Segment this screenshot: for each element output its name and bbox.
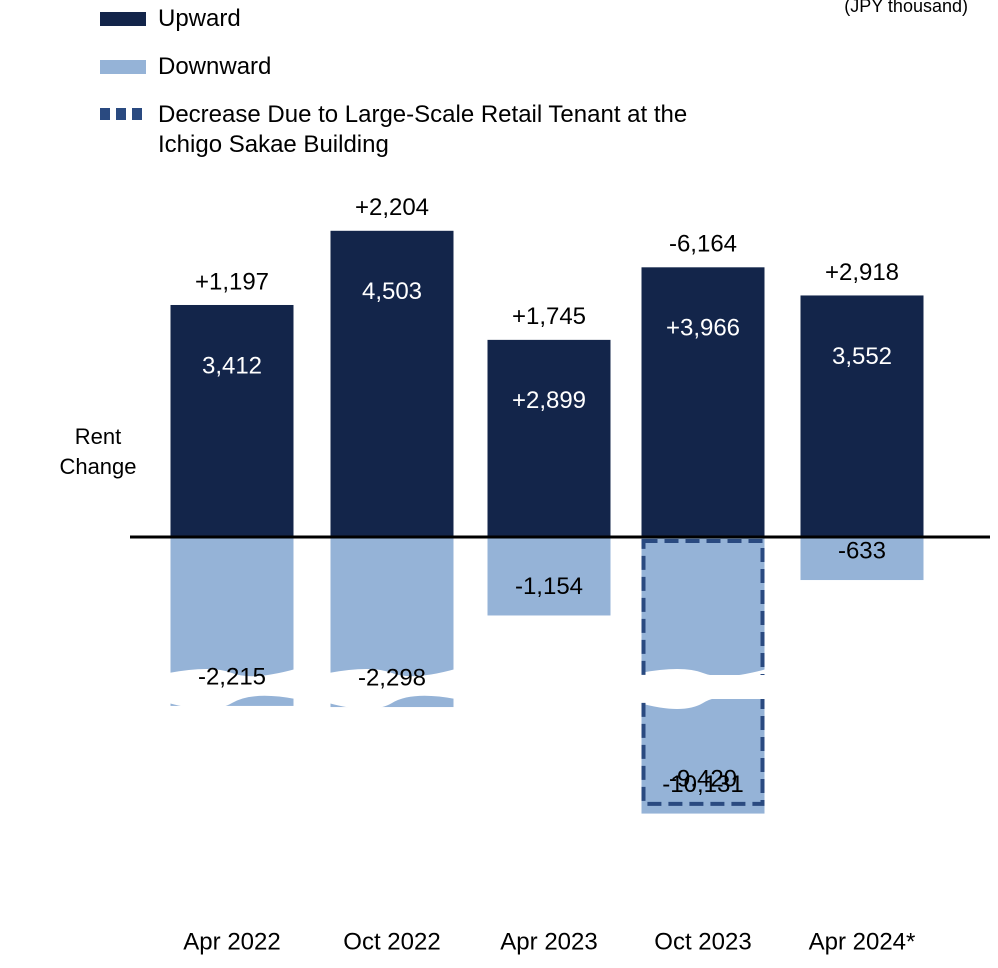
value-label: 3,412 — [202, 352, 262, 379]
legend: Upward Downward Decrease Due to Large-Scal… — [100, 4, 748, 178]
x-tick-label: Oct 2023 — [654, 928, 751, 955]
legend-swatch — [100, 60, 146, 74]
axis-break — [328, 669, 456, 709]
bar — [330, 230, 454, 537]
net-change-label: -6,164 — [669, 231, 737, 258]
net-change-label: +2,204 — [355, 194, 429, 221]
value-label: -2,298 — [358, 664, 426, 691]
legend-label: Downward — [158, 53, 272, 80]
net-change-label: +2,918 — [825, 259, 899, 286]
legend-entry: Upward — [100, 4, 748, 34]
net-change-label: +1,197 — [195, 268, 269, 295]
bar — [487, 537, 611, 616]
dashed-bar — [641, 539, 765, 806]
legend-entry: Downward — [100, 52, 748, 82]
x-tick-label: Apr 2023 — [500, 928, 597, 955]
legend-entry: Decrease Due to Large-Scale Retail Tenan… — [100, 100, 748, 160]
value-label: -1,154 — [515, 573, 583, 600]
axis-break — [168, 669, 296, 709]
bar — [170, 304, 294, 537]
value-label: 3,552 — [832, 343, 892, 370]
break-gap — [639, 675, 767, 699]
x-tick-label: Apr 2024* — [809, 928, 916, 955]
value-label: -9,420 — [669, 765, 737, 792]
bar — [641, 267, 765, 537]
unit-label: (JPY thousand) — [844, 0, 968, 16]
legend-label: Upward — [158, 5, 241, 32]
legend-swatch — [100, 108, 146, 120]
legend-label: Decrease Due to Large-Scale Retail Tenan… — [158, 101, 688, 158]
bar — [800, 295, 924, 537]
value-label: +3,966 — [666, 315, 740, 342]
bar — [800, 537, 924, 581]
legend-swatch — [100, 12, 146, 26]
x-tick-label: Oct 2022 — [343, 928, 440, 955]
y-axis-label: Rent Change — [59, 424, 137, 479]
value-label: +2,899 — [512, 387, 586, 414]
value-label: -10,131 — [662, 771, 743, 798]
x-tick-label: Apr 2022 — [183, 928, 280, 955]
value-label: 4,503 — [362, 278, 422, 305]
bar — [487, 339, 611, 537]
value-label: -2,215 — [198, 663, 266, 690]
net-change-label: +1,745 — [512, 303, 586, 330]
value-label: -633 — [838, 537, 886, 564]
